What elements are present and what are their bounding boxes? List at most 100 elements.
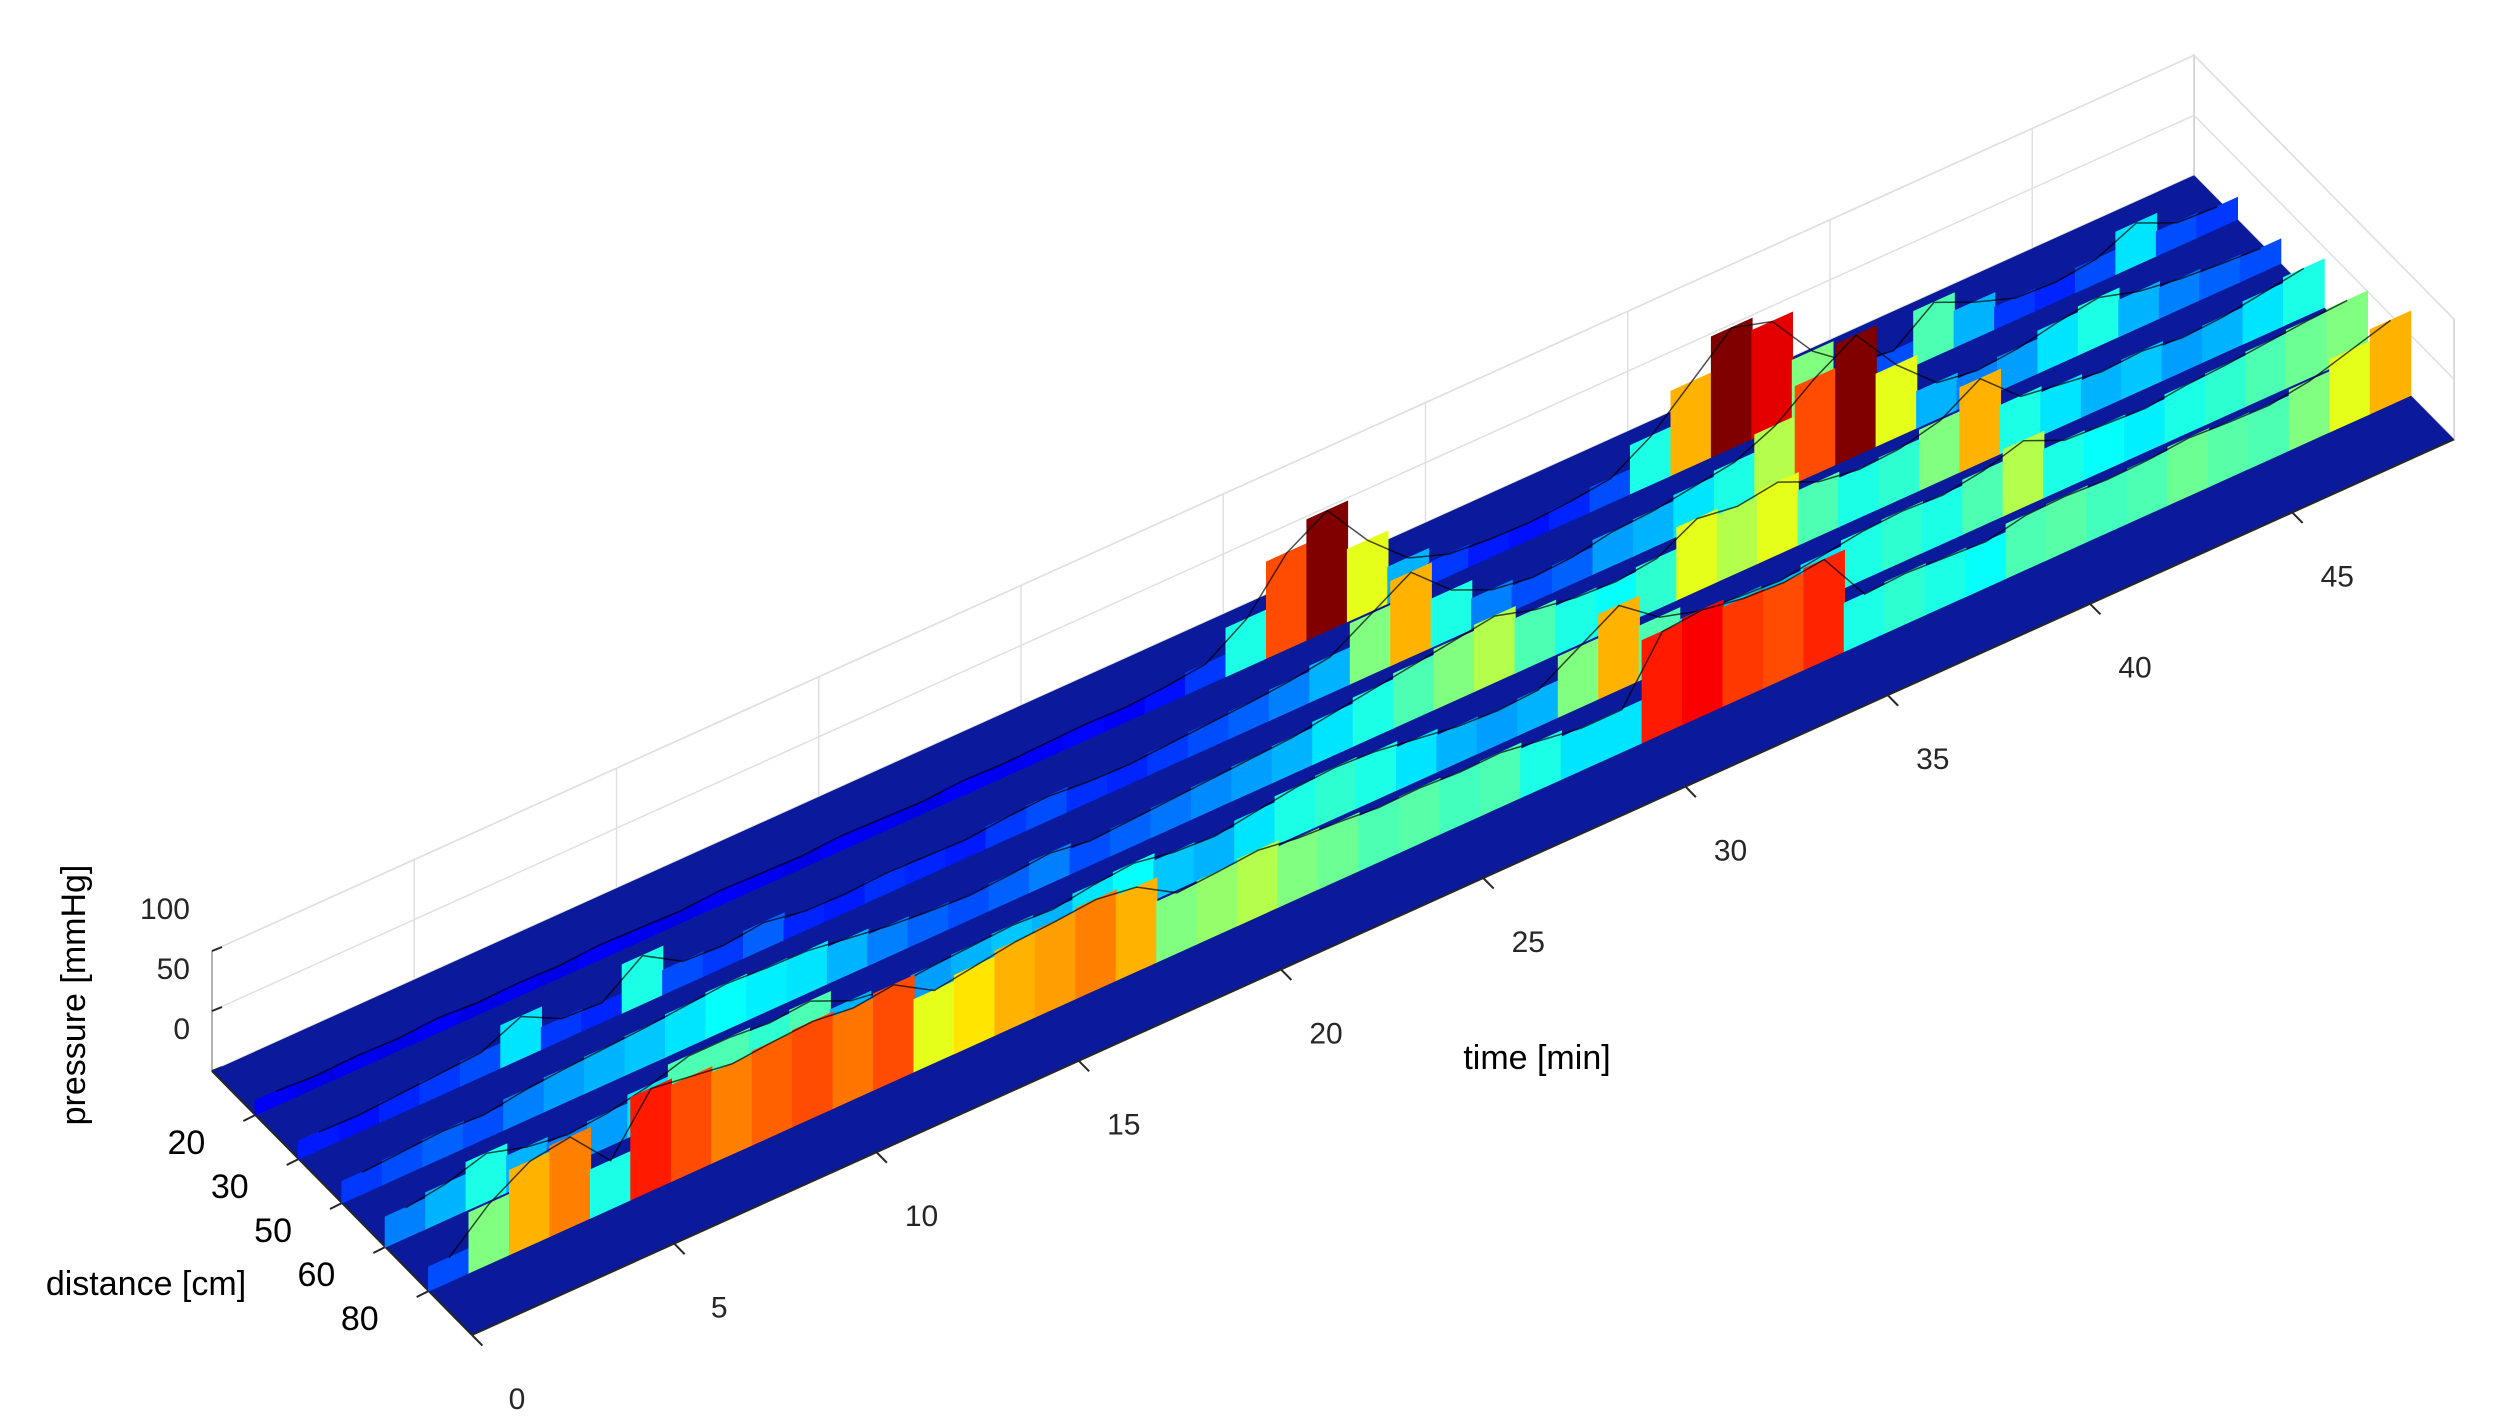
x-tick-label: 5: [711, 1292, 728, 1325]
x-tick: [2089, 603, 2102, 616]
y-tick-label: 20: [168, 1124, 206, 1162]
surface-strip: [1710, 317, 1753, 458]
surface-strip: [2115, 212, 2158, 276]
surface-strip: [1835, 325, 1877, 466]
surface-strip: [1797, 471, 1840, 546]
surface-strip: [2199, 254, 2241, 301]
y-tick: [329, 1202, 343, 1210]
surface-strip: [1029, 843, 1071, 894]
surface-strip: [1479, 742, 1522, 817]
surface-contour: [275, 206, 2218, 1093]
surface-strip: [254, 1081, 297, 1116]
x-tick: [1684, 785, 1697, 798]
y-tick: [372, 1246, 386, 1254]
surface-strip: [1317, 812, 1360, 890]
y-tick: [286, 1158, 300, 1166]
surface-strip: [1916, 372, 1958, 429]
surface-strip: [786, 940, 829, 1003]
z-tick-label: 0: [173, 1013, 190, 1046]
surface-contour: [448, 319, 2391, 1259]
surface-strip: [907, 901, 950, 949]
surface-strip: [2158, 268, 2201, 320]
surface-strip: [1473, 605, 1516, 693]
x-tick-label: 10: [905, 1200, 938, 1233]
x-tick-label: 25: [1512, 926, 1545, 959]
z-tick: [211, 946, 223, 952]
surface-strip: [2040, 374, 2082, 437]
surface-strip: [1395, 728, 1438, 791]
x-axis-line: [471, 438, 2455, 1336]
surface-strip: [1598, 595, 1640, 700]
surface-strip: [509, 1151, 551, 1256]
surface-strip: [872, 974, 915, 1091]
surface-strip: [705, 973, 748, 1040]
surface-strip: [1959, 368, 2002, 473]
surface-strip: [2155, 212, 2198, 257]
surface-strip: [742, 912, 785, 959]
x-tick-label: 45: [2321, 560, 2354, 593]
surface-strip: [1670, 371, 1713, 477]
surface-strip: [2369, 310, 2412, 415]
y-tick-label: 50: [254, 1212, 292, 1250]
y-tick-label: 30: [211, 1168, 249, 1206]
surface-strip: [549, 1126, 592, 1238]
surface-strip: [1803, 549, 1846, 671]
surface-strip: [1237, 840, 1279, 927]
surface-strip: [630, 1078, 673, 1201]
surface-strip: [2196, 196, 2238, 239]
surface-strip: [540, 1008, 583, 1051]
surface-strip: [1436, 716, 1479, 773]
surface-strip: [1757, 471, 1799, 565]
surface-strip: [832, 997, 875, 1110]
surface-strip: [1554, 587, 1597, 656]
x-tick: [1887, 694, 1899, 707]
x-tick: [1482, 877, 1495, 890]
x-tick-label: 35: [1916, 743, 1949, 776]
surface-strip: [1881, 501, 1924, 572]
surface-strip: [422, 1120, 464, 1168]
x-tick: [673, 1242, 686, 1255]
x-tick: [471, 1334, 484, 1347]
surface-strip: [2077, 287, 2120, 356]
surface-strip: [2083, 414, 2126, 481]
y-tick: [416, 1290, 430, 1298]
surface-contour: [318, 247, 2261, 1133]
surface-strip: [826, 928, 869, 985]
surface-strip: [1520, 730, 1562, 799]
surface-strip: [1994, 288, 2036, 330]
x-tick: [2291, 511, 2304, 524]
surface-strip: [2002, 430, 2045, 517]
surface-strip: [1026, 786, 1068, 831]
surface-strip: [662, 951, 704, 996]
surface-strip: [1875, 354, 1918, 448]
surface-strip: [711, 1053, 753, 1164]
surface-strip: [2167, 428, 2210, 506]
surface-strip: [1398, 777, 1441, 854]
surface-strip: [1884, 563, 1926, 634]
y-axis-label: distance [cm]: [46, 1265, 246, 1303]
surface-strip: [1355, 741, 1398, 810]
surface-strip: [1924, 547, 1967, 616]
x-tick: [1280, 968, 1293, 981]
x-tick: [1078, 1060, 1090, 1073]
surface-strip: [416, 1008, 459, 1043]
x-tick-label: 30: [1714, 835, 1747, 868]
surface-strip: [1390, 562, 1432, 667]
surface-strip: [1794, 367, 1837, 484]
surface-strip: [1153, 842, 1195, 901]
surface-strip: [1676, 508, 1718, 601]
surface-strip: [792, 1011, 834, 1128]
surface-strip: [2043, 430, 2085, 499]
surface-strip: [621, 945, 664, 1014]
grid-line: [211, 54, 2455, 952]
y-tick: [242, 1114, 256, 1122]
surface-strip: [1762, 572, 1805, 689]
z-tick-label: 50: [157, 953, 190, 986]
surface-strip: [1953, 292, 1996, 349]
surface-strip: [1430, 579, 1473, 649]
surface-strip: [867, 916, 909, 967]
x-tick-label: 15: [1107, 1109, 1140, 1142]
surface-strip: [1265, 542, 1308, 659]
y-tick-label: 60: [298, 1256, 336, 1294]
